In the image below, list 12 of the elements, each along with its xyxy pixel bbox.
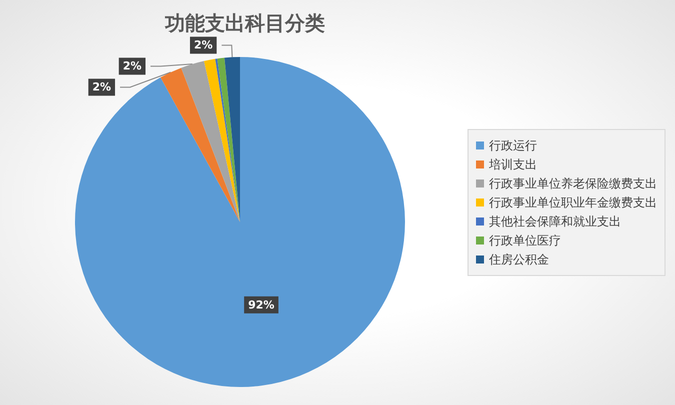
legend-label: 住房公积金 <box>488 252 549 266</box>
legend-label: 行政运行 <box>489 138 537 152</box>
legend-label: 行政事业单位职业年金缴费支出 <box>489 196 657 210</box>
legend-label: 行政事业单位养老保险缴费支出 <box>489 176 657 190</box>
data-label: 2% <box>92 80 112 94</box>
legend-label: 培训支出 <box>488 158 537 172</box>
data-label: 92% <box>248 298 274 312</box>
data-label: 2% <box>194 38 213 52</box>
legend-label: 行政单位医疗 <box>489 234 561 248</box>
chart-title: 功能支出科目分类 <box>164 11 325 35</box>
data-label: 2% <box>122 60 142 73</box>
legend-label: 其他社会保障和就业支出 <box>489 214 621 228</box>
